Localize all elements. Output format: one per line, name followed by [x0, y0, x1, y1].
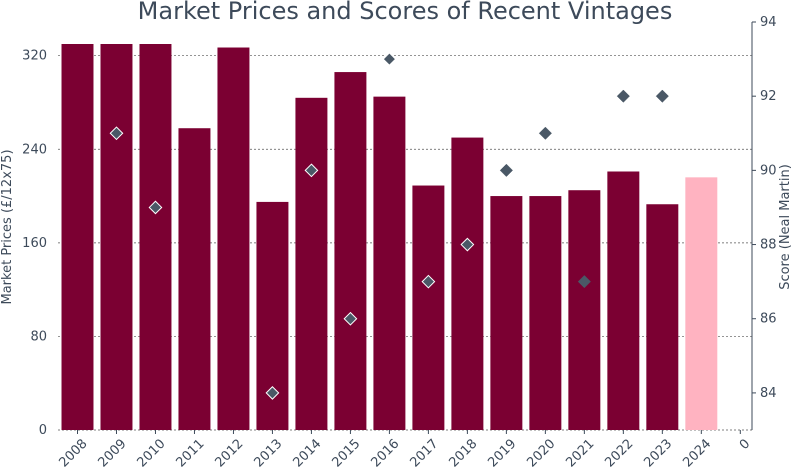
x-tick-label: 2021	[563, 436, 597, 470]
y-tick-label: 160	[22, 236, 47, 251]
left-axis-label: Market Prices (£/12x75)	[0, 149, 15, 304]
score-point-2023	[655, 89, 669, 103]
score-point-2015	[343, 311, 358, 326]
bar-2008	[61, 44, 94, 430]
y-tick-label: 80	[30, 329, 47, 344]
score-point-2016	[382, 52, 397, 66]
x-axis-ticks: 2008 2009 2010 2011 2012 2013 2014 2015 2016 2017…	[57, 430, 753, 470]
x-tick-label: 2015	[329, 436, 363, 470]
x-tick-label: 2024	[680, 436, 714, 470]
bar-2021	[568, 190, 601, 430]
bar-2014	[295, 97, 328, 430]
bar-2010	[139, 44, 172, 430]
score-point-2020	[538, 126, 552, 140]
x-tick-label: 2016	[368, 436, 402, 470]
bar-2009	[100, 44, 133, 430]
y2-tick-label: 88	[760, 238, 777, 253]
bar-2022	[607, 171, 640, 431]
score-series	[109, 52, 669, 400]
bar-2012	[217, 47, 250, 430]
chart-title: Market Prices and Scores of Recent Vinta…	[138, 0, 673, 25]
right-axis-ticks: 84 86 88 90 92 94	[752, 15, 777, 401]
right-axis-label: Score (Neal Martin)	[778, 164, 793, 290]
y-tick-label: 0	[39, 423, 47, 438]
x-tick-label: 2012	[212, 436, 246, 470]
score-point-2018	[460, 237, 475, 252]
x-tick-label: 2014	[290, 436, 324, 470]
score-point-2021	[577, 275, 591, 289]
y2-tick-label: 94	[760, 15, 777, 30]
x-tick-label: 2010	[135, 436, 169, 470]
bar-2018	[451, 137, 484, 431]
y2-tick-label: 90	[760, 163, 777, 178]
bar-2011	[178, 128, 211, 430]
score-point-2019	[499, 163, 513, 177]
score-point-2010	[148, 200, 163, 215]
score-point-2017	[421, 274, 436, 289]
x-tick-label: 2020	[524, 436, 558, 470]
y2-tick-label: 86	[760, 312, 777, 327]
x-tick-label: 2011	[174, 436, 208, 470]
x-tick-label: 2009	[96, 436, 130, 470]
y-tick-label: 320	[22, 49, 47, 64]
bar-2020	[529, 196, 562, 430]
y2-tick-label: 84	[760, 386, 777, 401]
x-tick-label: 2013	[251, 436, 285, 470]
x-tick-label: 2008	[57, 436, 91, 470]
bar-2019	[490, 196, 523, 430]
x-tick-label: 2023	[641, 436, 675, 470]
bar-2015	[334, 72, 367, 430]
bar-2017	[412, 185, 445, 430]
bar-2016	[373, 96, 406, 431]
score-point-2022	[616, 89, 630, 103]
bar-2024	[685, 177, 718, 430]
bar-series	[61, 44, 718, 431]
x-tick-label: 2017	[407, 436, 441, 470]
y-tick-label: 240	[22, 142, 47, 157]
x-tick-label: 2022	[602, 436, 636, 470]
score-point-2014	[304, 163, 319, 178]
x-tick-label: 0	[737, 436, 753, 452]
y2-tick-label: 92	[760, 89, 777, 104]
left-axis-ticks: 0 80 160 240 320	[22, 49, 47, 438]
x-tick-label: 2019	[485, 436, 519, 470]
score-point-2009	[109, 126, 124, 141]
score-point-2013	[265, 386, 280, 400]
bar-2023	[646, 204, 679, 430]
x-tick-label: 2018	[446, 436, 480, 470]
